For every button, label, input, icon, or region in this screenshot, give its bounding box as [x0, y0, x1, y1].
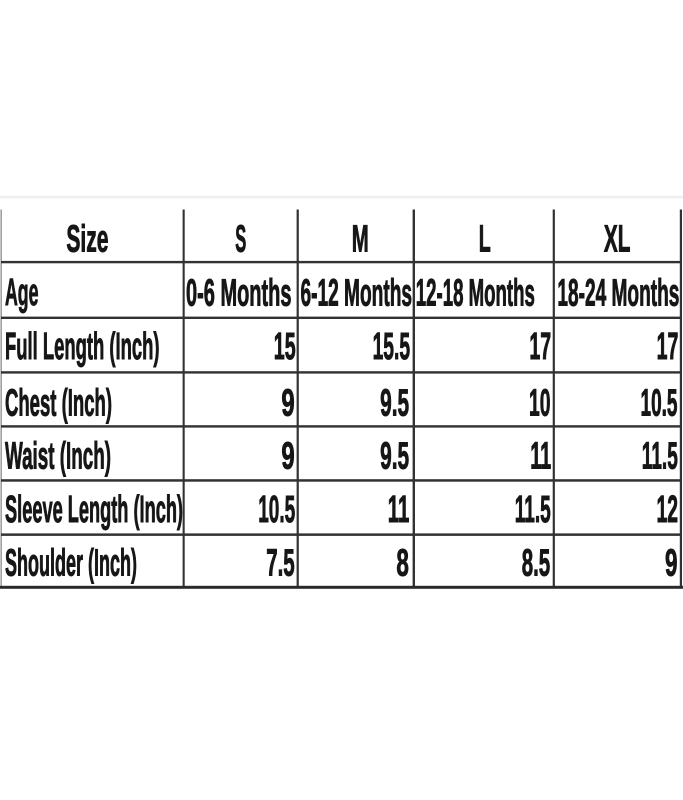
svg-text:M: M: [352, 219, 369, 261]
svg-text:9.5: 9.5: [380, 435, 409, 477]
svg-text:11.5: 11.5: [642, 435, 678, 477]
svg-text:12: 12: [657, 489, 679, 531]
svg-text:Full Length (Inch): Full Length (Inch): [5, 326, 160, 368]
svg-text:11.5: 11.5: [515, 489, 551, 531]
svg-text:15.5: 15.5: [373, 326, 411, 368]
svg-text:6-12 Months: 6-12 Months: [301, 272, 413, 314]
svg-text:9: 9: [281, 383, 294, 425]
svg-text:Age: Age: [5, 272, 39, 314]
svg-text:18-24 Months: 18-24 Months: [557, 272, 679, 314]
svg-text:Shoulder (Inch): Shoulder (Inch): [5, 543, 137, 585]
svg-text:L: L: [479, 219, 491, 261]
svg-text:Chest (Inch): Chest (Inch): [5, 383, 112, 425]
svg-text:Sleeve Length (Inch): Sleeve Length (Inch): [5, 489, 183, 531]
svg-text:9: 9: [281, 435, 294, 477]
svg-text:12-18 Months: 12-18 Months: [416, 272, 535, 314]
svg-text:0-6 Months: 0-6 Months: [186, 272, 292, 314]
svg-text:9: 9: [665, 543, 678, 585]
svg-text:17: 17: [657, 326, 679, 368]
svg-text:Size: Size: [66, 219, 108, 261]
svg-text:8: 8: [396, 543, 409, 585]
svg-text:17: 17: [529, 326, 551, 368]
svg-text:Waist (Inch): Waist (Inch): [5, 435, 111, 477]
svg-text:11: 11: [530, 435, 551, 477]
svg-text:10.5: 10.5: [258, 489, 295, 531]
svg-text:8.5: 8.5: [522, 543, 551, 585]
svg-text:11: 11: [388, 489, 410, 531]
svg-text:7.5: 7.5: [266, 543, 295, 585]
svg-text:15: 15: [274, 326, 296, 368]
svg-text:XL: XL: [604, 219, 631, 261]
svg-text:10.5: 10.5: [641, 383, 678, 425]
svg-text:10: 10: [529, 383, 551, 425]
svg-text:S: S: [235, 219, 246, 261]
svg-text:9.5: 9.5: [380, 383, 409, 425]
